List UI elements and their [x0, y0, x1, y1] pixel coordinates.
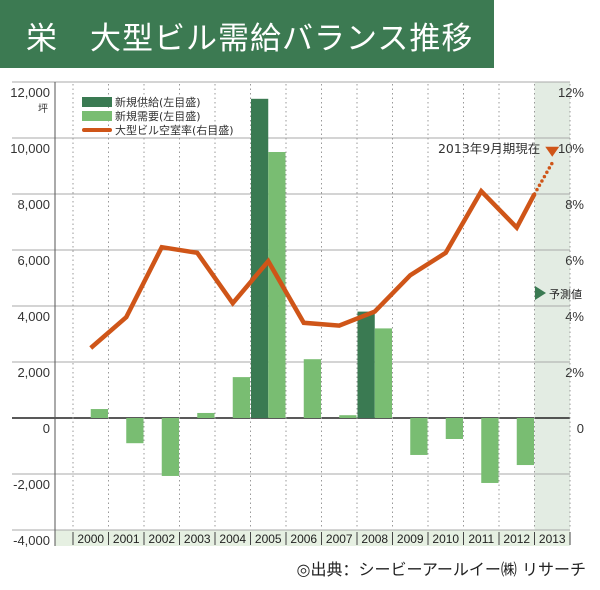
legend-label: 新規需要(左目盛) [115, 110, 201, 123]
left-axis-unit: 坪 [38, 102, 48, 115]
vacancy-line [89, 187, 537, 350]
right-tick-label: 8% [565, 197, 584, 212]
vacancy-forecast-line [532, 161, 554, 196]
demand-bar [339, 415, 357, 418]
current-annotation: 2013年9月期現在 [438, 141, 540, 156]
demand-bar [303, 359, 321, 418]
x-tick-label: 2007 [326, 532, 353, 546]
chart-title: 栄 大型ビル需給バランス推移 [26, 21, 474, 57]
demand-bar [516, 418, 534, 466]
x-tick-label: 2010 [432, 532, 459, 546]
x-tick-label: 2003 [184, 532, 211, 546]
demand-bar [374, 328, 392, 418]
source-note: ◎出典：シービーアールイー㈱ リサーチ [296, 560, 586, 579]
legend-label: 新規供給(左目盛) [115, 96, 201, 109]
legend-demand: 新規需要(左目盛) [82, 108, 201, 124]
left-tick-label: 0 [43, 421, 50, 436]
left-tick-label: 4,000 [17, 309, 50, 324]
demand-bar [90, 409, 108, 418]
legend-swatch-supply [82, 97, 112, 107]
x-tick-label: 2012 [503, 532, 530, 546]
x-tick-label: 2002 [148, 532, 175, 546]
forecast-arrow-icon [535, 286, 546, 300]
left-tick-label: -2,000 [13, 477, 50, 492]
demand-bar [126, 418, 144, 444]
supply-bar [357, 311, 375, 418]
legend-swatch-vacancy [82, 128, 112, 132]
right-tick-label: 6% [565, 253, 584, 268]
title-bar: 栄 大型ビル需給バランス推移 [0, 0, 494, 68]
demand-bar [161, 418, 179, 476]
x-tick-label: 2004 [219, 532, 246, 546]
legend-swatch-demand [82, 111, 112, 121]
left-tick-label: 12,000 [10, 85, 50, 100]
demand-bar [481, 418, 499, 483]
demand-bar [197, 412, 215, 418]
right-tick-label: 4% [565, 309, 584, 324]
x-tick-label: 2009 [397, 532, 424, 546]
demand-bar [445, 418, 463, 439]
right-tick-label: 12% [558, 85, 584, 100]
x-tick-label: 2008 [361, 532, 388, 546]
right-tick-label: 0 [577, 421, 584, 436]
x-tick-label: 2001 [113, 532, 140, 546]
demand-bar [232, 377, 250, 418]
x-tick-label: 2011 [468, 532, 494, 546]
forecast-region [534, 82, 570, 546]
legend-vacancy: 大型ビル空室率(右目盛) [82, 122, 234, 138]
legend-label: 大型ビル空室率(右目盛) [115, 124, 234, 137]
left-tick-label: 8,000 [17, 197, 50, 212]
demand-bar [268, 152, 286, 418]
demand-bar [410, 418, 428, 455]
right-tick-label: 2% [565, 365, 584, 380]
left-tick-label: 10,000 [10, 141, 50, 156]
legend-supply: 新規供給(左目盛) [82, 94, 201, 110]
left-tick-label: 6,000 [17, 253, 50, 268]
right-tick-label: 10% [558, 141, 584, 156]
left-tick-label: 2,000 [17, 365, 50, 380]
x-tick-label: 2013 [539, 532, 566, 546]
left-tick-label: -4,000 [13, 533, 50, 548]
x-tick-label: 2005 [255, 532, 282, 546]
forecast-marker-icon [545, 146, 560, 157]
supply-bar [251, 98, 269, 419]
forecast-label: 予測値 [549, 287, 582, 301]
x-tick-label: 2000 [77, 532, 104, 546]
x-axis-band [55, 530, 570, 546]
x-tick-label: 2006 [290, 532, 317, 546]
